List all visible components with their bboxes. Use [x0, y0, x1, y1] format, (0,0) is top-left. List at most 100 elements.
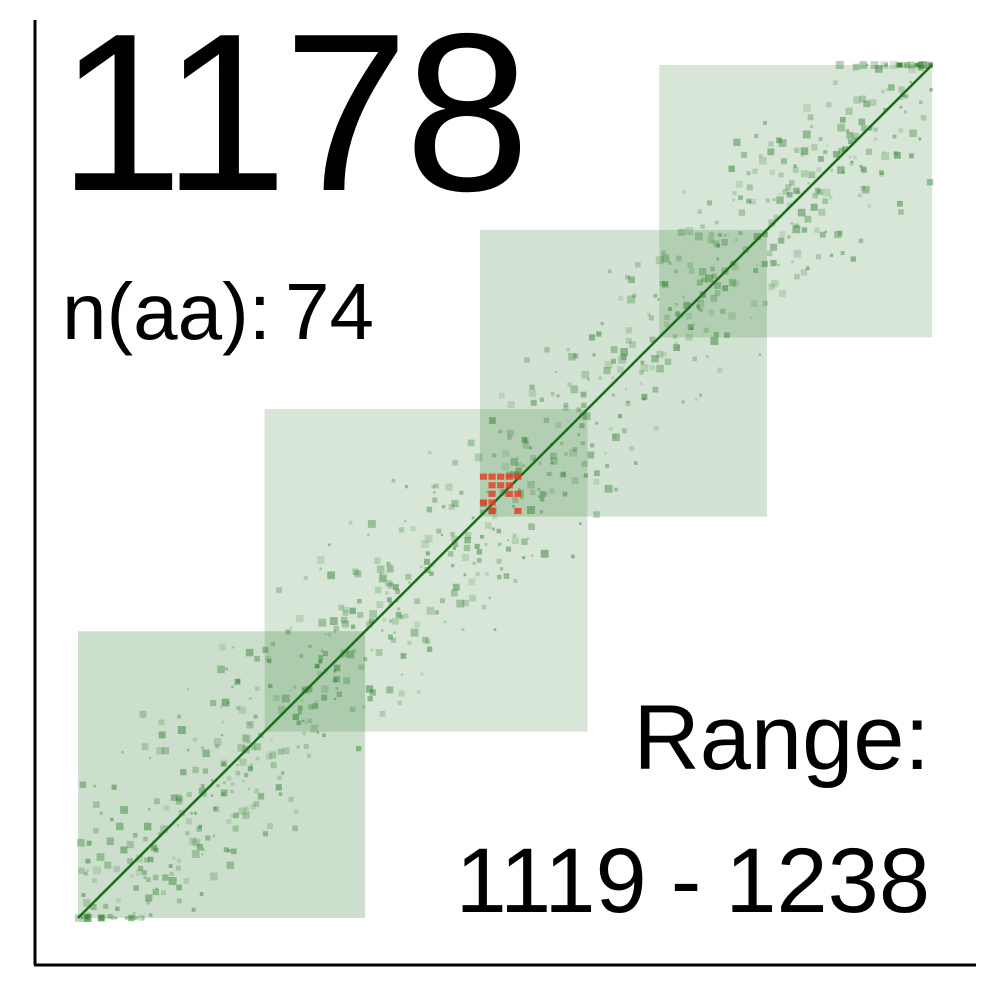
contact-point [567, 382, 572, 387]
contact-point [213, 806, 218, 811]
contact-point [718, 233, 722, 237]
contact-point [819, 231, 826, 238]
contact-point [213, 738, 222, 746]
chart-title: 1178 [58, 0, 530, 238]
highlight-cell [488, 473, 496, 480]
contact-point [767, 148, 775, 156]
contact-point [235, 678, 241, 684]
contact-point [818, 208, 826, 216]
contact-point [420, 540, 429, 549]
contact-point [275, 784, 282, 791]
contact-point [110, 817, 114, 822]
contact-point [594, 470, 600, 476]
contact-point [720, 308, 726, 315]
contact-point [703, 327, 709, 333]
contact-point [114, 916, 118, 920]
contact-point [605, 463, 609, 468]
contact-point [867, 204, 871, 208]
range-label: Range: [633, 687, 930, 789]
contact-point [352, 648, 356, 653]
contact-point [480, 534, 484, 539]
highlight-patch [479, 473, 522, 515]
contact-point [715, 243, 720, 248]
contact-point [772, 198, 776, 202]
contact-point [738, 209, 746, 216]
contact-point [464, 532, 472, 539]
contact-point [303, 575, 308, 581]
contact-point [318, 618, 327, 627]
contact-point [221, 720, 225, 724]
contact-point [216, 784, 220, 788]
contact-point [543, 417, 550, 424]
contact-point [861, 167, 868, 174]
contact-point [145, 877, 151, 883]
highlight-cell [488, 507, 496, 515]
contact-point [367, 533, 370, 537]
contact-point [308, 644, 312, 648]
contact-point [683, 301, 691, 309]
contact-point [515, 467, 522, 475]
contact-point [696, 279, 703, 286]
contact-point [180, 769, 187, 776]
contact-point [498, 392, 505, 399]
contact-point [904, 63, 908, 67]
contact-point [852, 63, 860, 71]
contact-point [641, 393, 648, 400]
contact-point [618, 295, 624, 301]
contact-point [155, 887, 158, 890]
contact-point [132, 911, 136, 915]
contact-point [808, 171, 816, 179]
contact-point [791, 260, 794, 264]
contact-point [794, 273, 800, 280]
range-end: 1238 [725, 830, 930, 932]
contact-point [816, 167, 822, 173]
contact-point [879, 170, 884, 176]
contact-point [731, 263, 739, 271]
contact-point [472, 561, 476, 565]
contact-point [677, 346, 680, 349]
contact-point [135, 869, 143, 876]
contact-point [873, 137, 878, 141]
contact-point [778, 139, 787, 147]
contact-point [175, 865, 181, 871]
contact-point [596, 331, 602, 337]
contact-point [191, 850, 200, 858]
diagonal-line [77, 64, 933, 919]
contact-point [336, 691, 343, 698]
contact-point [142, 870, 147, 875]
contact-point [858, 238, 864, 244]
contact-point [916, 61, 924, 69]
contact-point [270, 739, 273, 742]
contact-point [883, 150, 886, 154]
contact-point [451, 564, 455, 568]
contact-point [484, 571, 489, 576]
contact-point [210, 779, 214, 783]
contact-point [230, 814, 234, 818]
contact-point [685, 227, 694, 235]
contact-point [450, 531, 455, 537]
contact-point [898, 62, 903, 68]
contact-point [253, 714, 258, 719]
contact-point [306, 753, 312, 758]
contact-point [488, 596, 491, 600]
contact-point [881, 152, 890, 161]
contact-point [672, 334, 678, 339]
contact-point [340, 616, 348, 624]
contact-point [350, 624, 356, 629]
contact-point [581, 402, 587, 408]
contact-point [265, 655, 272, 663]
contact-point [285, 629, 291, 635]
contact-point [143, 836, 148, 842]
contact-point [298, 710, 302, 715]
contact-point [626, 400, 630, 404]
contact-point [870, 61, 879, 69]
contact-point [374, 557, 381, 564]
contact-point [296, 745, 300, 749]
contact-point [528, 523, 535, 530]
highlight-cell [505, 482, 513, 489]
contact-point [850, 256, 856, 262]
contact-point [634, 461, 638, 465]
contact-point [625, 274, 630, 280]
contact-point [768, 283, 775, 291]
contact-point [713, 240, 720, 247]
